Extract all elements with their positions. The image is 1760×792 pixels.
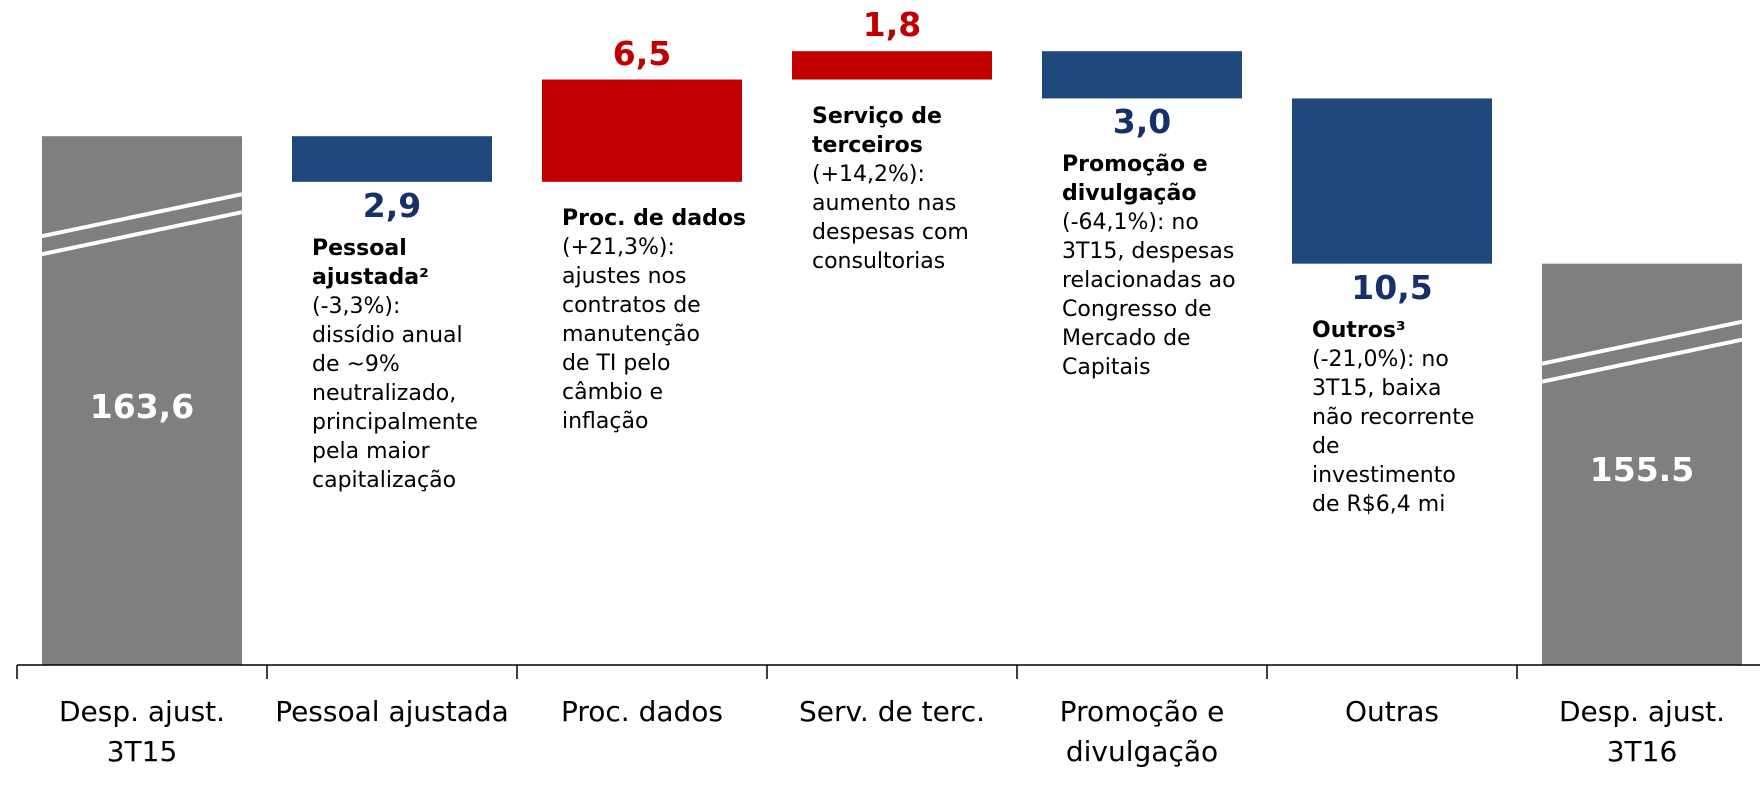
- value-label: 163,6: [89, 386, 195, 426]
- annotation-title: Pessoal ajustada²: [312, 235, 429, 290]
- annotation: Proc. de dados (+21,3%): ajustes nos cont…: [562, 204, 746, 436]
- annotation: Serviço de terceiros (+14,2%): aumento na…: [812, 102, 969, 276]
- x-tick-label: Promoção e divulgação: [1059, 695, 1225, 768]
- value-label: 3,0: [1112, 102, 1172, 142]
- annotation: Pessoal ajustada² (-3,3%): dissídio anual…: [312, 234, 478, 495]
- annotation-text: (-21,0%): no 3T15, baixa não recorrente …: [1312, 346, 1475, 517]
- annotation-title: Proc. de dados: [562, 205, 747, 231]
- annotation-text: (+21,3%): ajustes nos contratos de manut…: [562, 234, 701, 434]
- value-label: 10,5: [1351, 267, 1433, 307]
- value-label: 6,5: [612, 33, 672, 73]
- axis-break: [1541, 337, 1743, 384]
- axis-break: [1541, 319, 1743, 366]
- annotation: Outros³ (-21,0%): no 3T15, baixa não reco…: [1312, 316, 1474, 519]
- x-tick-label: Outras: [1344, 695, 1440, 728]
- annotation-text: (-64,1%): no 3T15, despesas relacionadas…: [1062, 210, 1236, 381]
- x-tick-label: Pessoal ajustada: [275, 695, 509, 728]
- bar: [42, 136, 242, 665]
- bar: [792, 51, 992, 80]
- axis-break: [41, 210, 243, 257]
- bar: [292, 136, 492, 182]
- annotation-title: Serviço de terceiros: [812, 103, 942, 158]
- annotation: Promoção e divulgação (-64,1%): no 3T15, …: [1062, 150, 1236, 382]
- axis-break: [41, 192, 243, 239]
- value-label: 1,8: [862, 5, 922, 45]
- value-label: 2,9: [362, 185, 422, 225]
- x-tick-label: Serv. de terc.: [798, 695, 985, 728]
- annotation-title: Promoção e divulgação: [1062, 152, 1208, 207]
- bar: [1042, 51, 1242, 99]
- x-tick-label: Desp. ajust. 3T16: [1558, 695, 1726, 768]
- annotation-text: (+14,2%): aumento nas despesas com consu…: [812, 161, 969, 274]
- bar: [1292, 98, 1492, 264]
- annotation-text: (-3,3%): dissídio anual de ~9% neutraliz…: [312, 293, 478, 493]
- value-label: 155.5: [1589, 450, 1695, 490]
- x-tick-label: Desp. ajust. 3T15: [58, 695, 226, 768]
- x-tick-label: Proc. dados: [560, 695, 724, 728]
- annotation-title: Outros³: [1312, 317, 1406, 343]
- bar: [542, 79, 742, 182]
